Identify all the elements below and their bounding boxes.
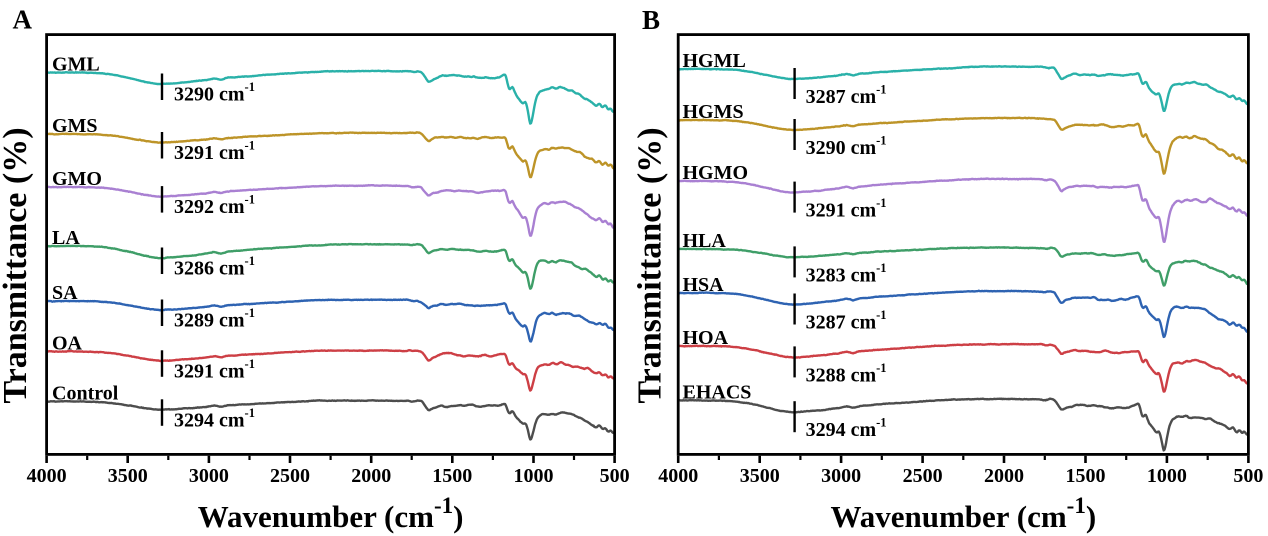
svg-text:HOA: HOA <box>683 327 729 349</box>
svg-text:2000: 2000 <box>984 465 1024 487</box>
svg-text:HGML: HGML <box>683 50 746 72</box>
svg-text:1500: 1500 <box>1066 465 1106 487</box>
svg-text:3292 cm-1: 3292 cm-1 <box>174 193 255 219</box>
svg-text:3290 cm-1: 3290 cm-1 <box>806 134 887 160</box>
svg-text:GML: GML <box>52 54 100 76</box>
svg-text:3291 cm-1: 3291 cm-1 <box>174 139 255 165</box>
svg-text:3500: 3500 <box>740 465 780 487</box>
svg-text:HGMS: HGMS <box>683 101 744 123</box>
svg-text:3287 cm-1: 3287 cm-1 <box>806 83 887 109</box>
svg-text:3294 cm-1: 3294 cm-1 <box>806 416 887 442</box>
svg-text:OA: OA <box>52 333 83 355</box>
svg-text:1000: 1000 <box>1147 465 1187 487</box>
svg-text:SA: SA <box>52 282 78 304</box>
svg-text:3294 cm-1: 3294 cm-1 <box>174 406 255 432</box>
svg-text:4000: 4000 <box>27 465 67 487</box>
svg-text:3291 cm-1: 3291 cm-1 <box>806 196 887 222</box>
svg-text:2000: 2000 <box>351 465 391 487</box>
svg-text:2500: 2500 <box>903 465 943 487</box>
svg-text:Wavenumber (cm-1): Wavenumber (cm-1) <box>830 493 1096 534</box>
svg-text:4000: 4000 <box>658 465 698 487</box>
svg-text:3500: 3500 <box>108 465 148 487</box>
svg-text:Transmittance (%): Transmittance (%) <box>0 127 34 403</box>
svg-text:1500: 1500 <box>432 465 472 487</box>
svg-text:3290 cm-1: 3290 cm-1 <box>174 80 255 106</box>
svg-text:3289 cm-1: 3289 cm-1 <box>174 306 255 332</box>
svg-text:3286 cm-1: 3286 cm-1 <box>174 254 255 280</box>
svg-text:LA: LA <box>52 227 80 249</box>
svg-text:3283 cm-1: 3283 cm-1 <box>806 261 887 287</box>
svg-text:A: A <box>13 5 33 35</box>
svg-text:Wavenumber (cm-1): Wavenumber (cm-1) <box>198 493 464 534</box>
svg-text:500: 500 <box>1233 465 1263 487</box>
svg-text:1000: 1000 <box>514 465 554 487</box>
svg-text:B: B <box>642 5 660 35</box>
svg-text:500: 500 <box>600 465 630 487</box>
svg-text:Control: Control <box>52 383 119 405</box>
svg-text:3000: 3000 <box>821 465 861 487</box>
svg-text:3000: 3000 <box>189 465 229 487</box>
svg-text:Transmittance (%): Transmittance (%) <box>632 127 669 403</box>
svg-text:3287 cm-1: 3287 cm-1 <box>806 308 887 334</box>
svg-text:HSA: HSA <box>683 274 725 296</box>
svg-text:EHACS: EHACS <box>683 382 752 404</box>
svg-text:GMS: GMS <box>52 115 98 137</box>
svg-text:3291 cm-1: 3291 cm-1 <box>174 357 255 383</box>
svg-text:GMO: GMO <box>52 168 102 190</box>
svg-text:3288 cm-1: 3288 cm-1 <box>806 361 887 387</box>
svg-text:HLA: HLA <box>683 230 727 252</box>
svg-text:2500: 2500 <box>270 465 310 487</box>
svg-text:HGMO: HGMO <box>683 162 749 184</box>
